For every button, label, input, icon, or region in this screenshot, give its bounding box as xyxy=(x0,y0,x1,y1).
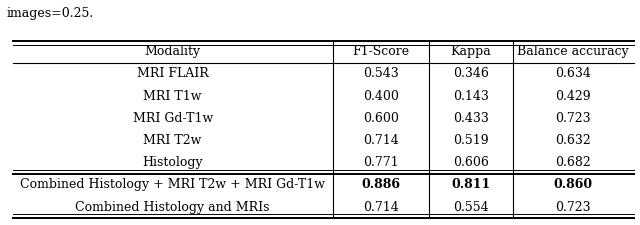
Text: 0.519: 0.519 xyxy=(453,134,488,147)
Text: MRI T1w: MRI T1w xyxy=(143,90,202,103)
Text: Kappa: Kappa xyxy=(451,45,491,58)
Text: 0.771: 0.771 xyxy=(363,156,399,169)
Text: Modality: Modality xyxy=(145,45,201,58)
Text: 0.634: 0.634 xyxy=(555,67,591,80)
Text: MRI T2w: MRI T2w xyxy=(143,134,202,147)
Text: 0.682: 0.682 xyxy=(555,156,591,169)
Text: 0.714: 0.714 xyxy=(363,201,399,214)
Text: 0.886: 0.886 xyxy=(361,178,400,191)
Text: 0.632: 0.632 xyxy=(555,134,591,147)
Text: F1-Score: F1-Score xyxy=(352,45,409,58)
Text: Histology: Histology xyxy=(142,156,203,169)
Text: 0.860: 0.860 xyxy=(554,178,593,191)
Text: images=0.25.: images=0.25. xyxy=(6,7,93,20)
Text: Combined Histology and MRIs: Combined Histology and MRIs xyxy=(76,201,270,214)
Text: 0.400: 0.400 xyxy=(363,90,399,103)
Text: 0.554: 0.554 xyxy=(453,201,488,214)
Text: 0.433: 0.433 xyxy=(452,112,488,125)
Text: Combined Histology + MRI T2w + MRI Gd-T1w: Combined Histology + MRI T2w + MRI Gd-T1… xyxy=(20,178,325,191)
Text: 0.429: 0.429 xyxy=(556,90,591,103)
Text: 0.543: 0.543 xyxy=(363,67,399,80)
Text: 0.346: 0.346 xyxy=(452,67,488,80)
Text: MRI Gd-T1w: MRI Gd-T1w xyxy=(132,112,212,125)
Text: 0.811: 0.811 xyxy=(451,178,490,191)
Text: 0.723: 0.723 xyxy=(556,201,591,214)
Text: Balance accuracy: Balance accuracy xyxy=(517,45,629,58)
Text: 0.714: 0.714 xyxy=(363,134,399,147)
Text: 0.606: 0.606 xyxy=(452,156,488,169)
Text: 0.723: 0.723 xyxy=(556,112,591,125)
Text: 0.600: 0.600 xyxy=(363,112,399,125)
Text: MRI FLAIR: MRI FLAIR xyxy=(137,67,209,80)
Text: 0.143: 0.143 xyxy=(452,90,488,103)
